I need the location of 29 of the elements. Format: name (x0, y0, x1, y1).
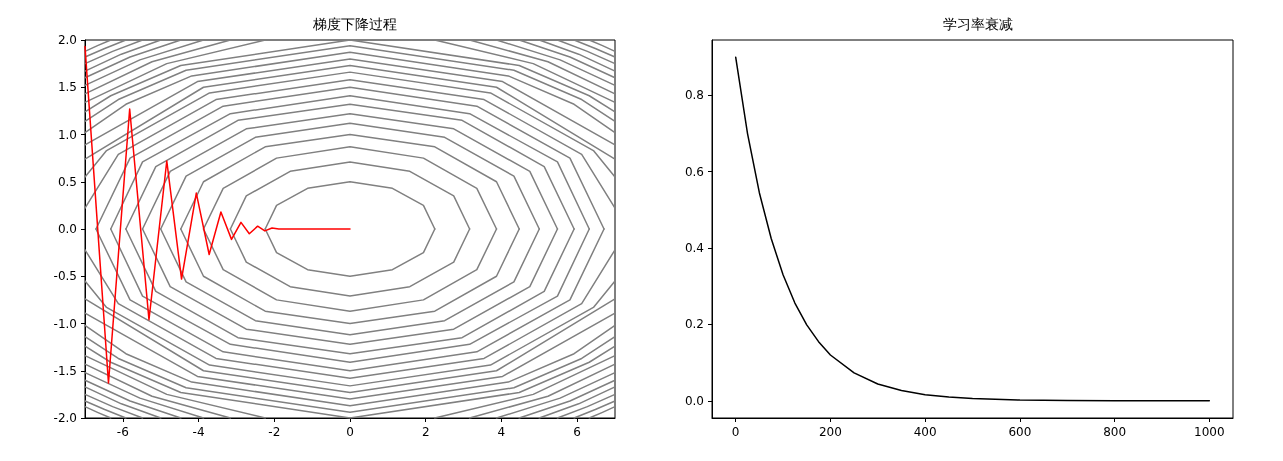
x-tick-label: 6 (573, 425, 581, 439)
x-tick-label: 4 (497, 425, 506, 439)
x-tick-label: 0 (731, 425, 740, 439)
x-tick-label: -6 (116, 425, 129, 439)
x-tick-label: -4 (192, 425, 205, 439)
y-tick-label: -0.5 (53, 269, 77, 284)
y-tick-label: 0.0 (57, 222, 77, 236)
x-tick-label: 1000 (1194, 425, 1225, 439)
x-tick-label: 200 (818, 425, 842, 439)
y-tick-label: 0.8 (684, 88, 704, 103)
y-tick-label: 0.2 (684, 317, 704, 332)
x-tick-label: 800 (1103, 425, 1127, 439)
x-tick-label: -2 (268, 425, 281, 439)
x-tick-label: 400 (913, 425, 937, 439)
chart-title: 学习率衰减 (942, 16, 1013, 32)
y-tick-label: 0.0 (684, 393, 704, 408)
y-tick-label: 2.0 (57, 33, 77, 47)
y-tick-label: 0.5 (57, 174, 77, 189)
y-tick-label: -1.0 (53, 316, 77, 331)
chart-title: 梯度下降过程 (312, 16, 397, 32)
y-tick-label: 0.6 (684, 164, 704, 179)
y-tick-label: 1.0 (57, 127, 77, 142)
y-tick-label: 0.4 (684, 241, 704, 256)
x-tick-label: 0 (346, 425, 354, 439)
y-tick-label: 1.5 (57, 80, 77, 95)
x-tick-label: 600 (1008, 425, 1032, 439)
y-tick-label: -1.5 (53, 363, 77, 378)
x-tick-label: 2 (421, 425, 430, 439)
y-tick-label: -2.0 (53, 411, 77, 425)
